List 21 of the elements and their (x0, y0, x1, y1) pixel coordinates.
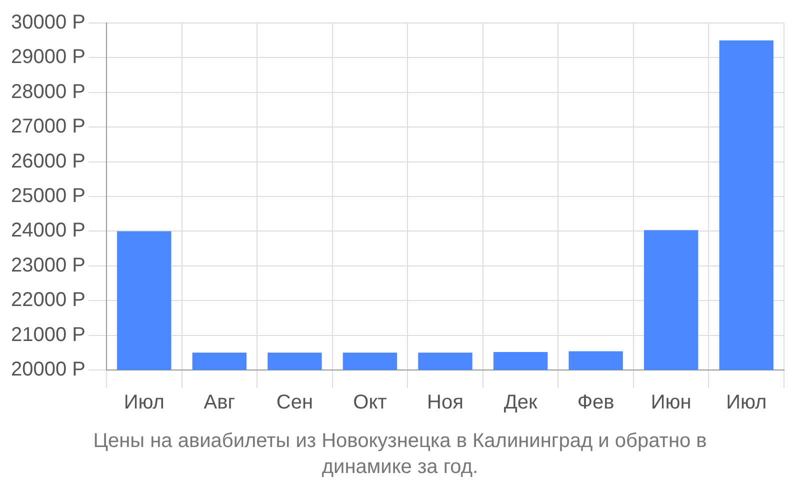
text: Цены на авиабилеты из Новокузнецка в Калининград и обратно в динамике за год. (92, 429, 708, 480)
x-tick-label: Июл (726, 392, 767, 414)
x-tick-label: Июн (650, 392, 692, 414)
x-tick-label: Дек (504, 392, 538, 414)
x-tick-label: Авг (204, 392, 236, 414)
y-tick-label: 27000 Р (10, 116, 86, 138)
y-tick-label: 26000 Р (10, 150, 86, 172)
x-tick-label: Фев (577, 392, 614, 414)
y-tick-label: 21000 Р (10, 324, 86, 346)
y-tick-label: 30000 Р (10, 12, 86, 34)
y-tick-label: 25000 Р (10, 185, 86, 208)
y-tick-label: 20000 Р (10, 358, 86, 381)
y-tick-label: 23000 Р (10, 254, 86, 276)
y-tick-label: 22000 Р (10, 289, 86, 312)
y-tick-label: 28000 Р (10, 80, 86, 103)
x-tick-label: Сен (276, 392, 314, 414)
x-tick-label: Июл (124, 392, 164, 414)
x-tick-label: Окт (353, 392, 387, 414)
y-tick-label: 29000 Р (10, 46, 86, 68)
x-tick-label: Ноя (427, 392, 464, 414)
y-tick-label: 24000 Р (10, 220, 86, 242)
